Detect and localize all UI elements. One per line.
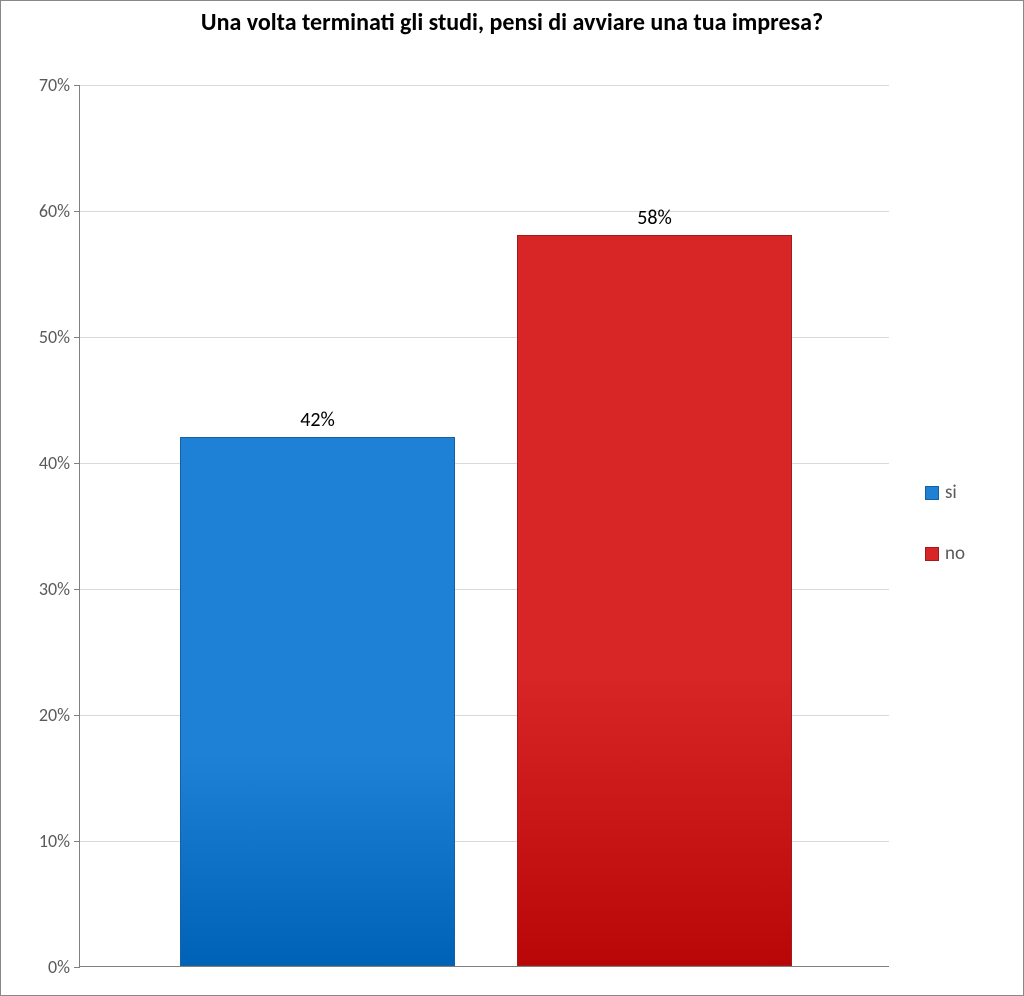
bar-label-si: 42% bbox=[181, 408, 454, 432]
y-tick-label: 0% bbox=[48, 956, 70, 978]
chart-container: Una volta terminati gli studi, pensi di … bbox=[0, 0, 1024, 996]
legend-swatch-si bbox=[925, 486, 939, 500]
y-tick-label: 40% bbox=[39, 452, 70, 474]
legend-item-no: no bbox=[925, 542, 965, 565]
bar-label-no: 58% bbox=[518, 206, 791, 230]
y-tick-label: 10% bbox=[39, 830, 70, 852]
y-tick-mark bbox=[74, 211, 80, 212]
gridline bbox=[80, 85, 889, 86]
legend-label-no: no bbox=[945, 542, 965, 565]
y-tick-mark bbox=[74, 841, 80, 842]
legend-item-si: si bbox=[925, 481, 965, 504]
plot-area: 0%10%20%30%40%50%60%70%42%58% bbox=[79, 85, 889, 967]
legend: si no bbox=[925, 481, 965, 565]
y-tick-mark bbox=[74, 85, 80, 86]
y-tick-mark bbox=[74, 337, 80, 338]
y-tick-mark bbox=[74, 463, 80, 464]
y-tick-mark bbox=[74, 715, 80, 716]
bar-si: 42% bbox=[180, 437, 455, 966]
bar-no: 58% bbox=[517, 235, 792, 966]
legend-label-si: si bbox=[945, 481, 957, 504]
y-tick-label: 20% bbox=[39, 704, 70, 726]
chart-title: Una volta terminati gli studi, pensi di … bbox=[1, 9, 1023, 37]
y-tick-label: 70% bbox=[39, 74, 70, 96]
legend-swatch-no bbox=[925, 547, 939, 561]
y-tick-mark bbox=[74, 967, 80, 968]
y-tick-mark bbox=[74, 589, 80, 590]
y-tick-label: 60% bbox=[39, 200, 70, 222]
y-tick-label: 50% bbox=[39, 326, 70, 348]
y-tick-label: 30% bbox=[39, 578, 70, 600]
